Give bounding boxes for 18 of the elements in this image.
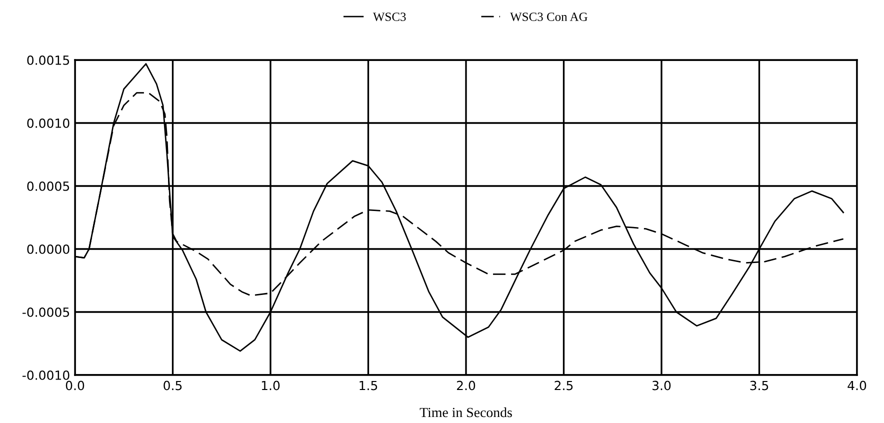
x-axis-title: Time in Seconds [420,407,512,418]
y-tick-label: 0.0010 [27,118,70,128]
x-tick-label: 3.5 [750,380,768,390]
legend-label: WSC3 [372,12,406,22]
x-tick-label: 1.5 [360,380,378,390]
x-tick-label: 2.5 [554,380,573,390]
x-tick-label: 4.0 [848,380,866,390]
x-tick-label: 0.5 [164,380,182,390]
y-tick-label: 0.0000 [27,244,70,254]
legend-label: WSC3 Con AG [510,12,588,22]
y-tick-label: 0.0015 [27,55,70,65]
x-tick-label: 0.0 [66,380,84,390]
x-tick-label: 1.0 [262,380,280,390]
y-tick-label: -0.0010 [22,370,70,380]
y-tick-label: -0.0005 [22,307,70,317]
x-tick-label: 3.0 [652,380,671,390]
y-tick-label: 0.0005 [27,181,70,191]
x-tick-label: 2.0 [456,380,476,390]
